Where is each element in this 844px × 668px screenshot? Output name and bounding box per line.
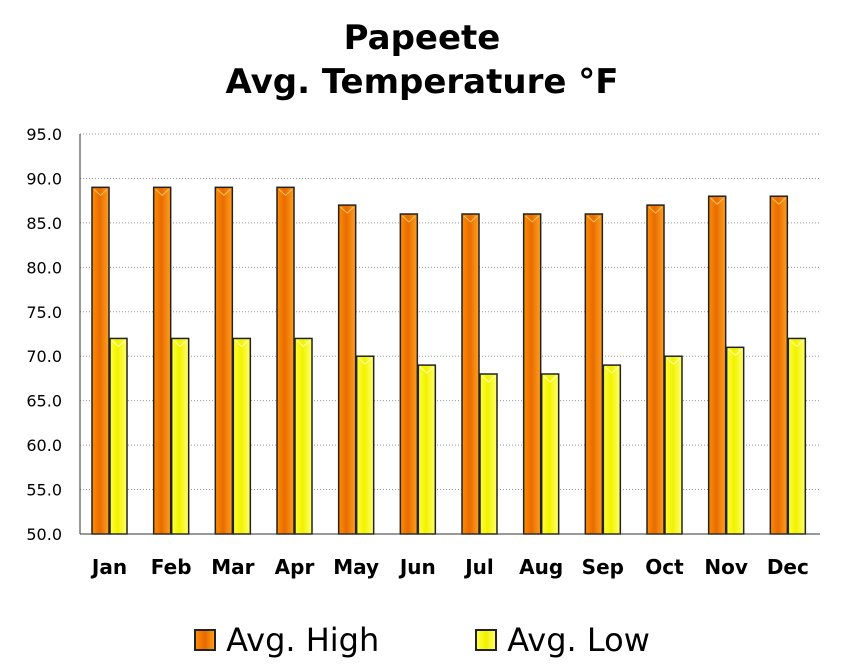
bar-avg-low	[170, 337, 190, 535]
bar-cap-highlight	[666, 357, 681, 365]
y-tick-label: 50.0	[26, 525, 62, 544]
bar-cap-highlight	[789, 340, 804, 348]
bar-avg-high	[214, 186, 234, 535]
legend-label-high: Avg. High	[226, 621, 380, 659]
bar-cap-highlight	[604, 366, 619, 374]
x-tick-label: Jul	[463, 555, 494, 579]
x-tick-label: Apr	[275, 555, 315, 579]
bar-cap-highlight	[358, 357, 373, 365]
y-tick-label: 55.0	[26, 481, 62, 500]
bar-avg-high	[707, 195, 727, 535]
y-axis-ticks: 50.0 55.0 60.0 65.0 70.0 75.0 80.0 85.0 90.0 95.0	[26, 125, 62, 544]
bar-avg-low	[355, 355, 375, 535]
bar-avg-low	[479, 373, 498, 535]
bar-cap-highlight	[586, 215, 601, 223]
chart-title-line-2: Avg. Temperature °F	[225, 62, 619, 102]
bar-avg-high	[91, 186, 110, 535]
bar-cap-highlight	[419, 366, 434, 374]
bar-avg-high	[276, 186, 295, 535]
legend: Avg. High Avg. Low	[0, 618, 844, 662]
legend-swatch-high	[194, 629, 217, 651]
bar-avg-low	[109, 337, 128, 535]
legend-item-low: Avg. Low	[475, 621, 650, 659]
bar-cap-highlight	[216, 188, 231, 197]
x-axis-ticks: Jan Feb Mar Apr May Jun Jul Aug Sep Oct Nov Dec	[90, 555, 809, 579]
bar-cap-highlight	[728, 348, 743, 357]
bar-cap-highlight	[543, 375, 558, 383]
bar-avg-low	[602, 364, 622, 535]
bar-avg-high	[522, 213, 542, 535]
x-tick-label: Feb	[151, 555, 192, 579]
legend-label-low: Avg. Low	[507, 621, 650, 659]
bar-cap-highlight	[173, 340, 188, 348]
bar-chart: 50.0 55.0 60.0 65.0 70.0 75.0 80.0 85.0 90.0 95.0…	[26, 125, 820, 579]
x-tick-label: Jun	[398, 555, 436, 579]
x-tick-label: Sep	[582, 555, 624, 579]
y-tick-label: 65.0	[26, 392, 62, 411]
x-tick-label: May	[333, 555, 379, 579]
bar-cap-highlight	[340, 206, 355, 214]
bar-avg-low	[540, 373, 560, 535]
gridlines	[80, 133, 820, 491]
bar-avg-high	[584, 213, 604, 535]
bar-cap-highlight	[278, 188, 293, 197]
y-tick-label: 95.0	[26, 125, 62, 144]
bar-cap-highlight	[234, 340, 249, 348]
bar-cap-highlight	[463, 215, 478, 223]
bar-avg-low	[232, 337, 252, 535]
bar-cap-highlight	[401, 215, 416, 223]
bar-cap-highlight	[710, 197, 725, 205]
y-tick-label: 60.0	[26, 436, 62, 455]
bar-avg-high	[461, 213, 480, 535]
y-tick-label: 90.0	[26, 169, 62, 188]
y-tick-label: 80.0	[26, 258, 62, 277]
legend-item-high: Avg. High	[194, 621, 379, 659]
x-tick-label: Oct	[645, 555, 684, 579]
chart-title: Papeete Avg. Temperature °F	[0, 16, 844, 104]
x-tick-label: Nov	[704, 555, 748, 579]
y-tick-label: 70.0	[26, 347, 62, 366]
bar-avg-low	[664, 355, 683, 535]
x-tick-label: Dec	[767, 555, 809, 579]
y-tick-label: 75.0	[26, 303, 62, 322]
bar-cap-highlight	[771, 197, 786, 205]
x-tick-label: Mar	[211, 555, 254, 579]
bar-avg-high	[646, 204, 665, 535]
bar-avg-high	[769, 195, 789, 535]
bar-cap-highlight	[93, 188, 108, 197]
bar-avg-high	[399, 213, 419, 535]
bar-cap-highlight	[648, 206, 663, 214]
y-tick-label: 85.0	[26, 214, 62, 233]
chart-title-line-1: Papeete	[343, 18, 501, 58]
legend-swatch-low	[475, 629, 498, 651]
bar-avg-low	[417, 364, 437, 535]
bar-cap-highlight	[296, 340, 311, 348]
bar-avg-low	[725, 346, 745, 535]
x-tick-label: Aug	[519, 555, 563, 579]
bars	[91, 186, 807, 535]
bar-avg-low	[787, 337, 807, 535]
bar-cap-highlight	[525, 215, 540, 223]
bar-avg-low	[294, 337, 313, 535]
bar-cap-highlight	[111, 340, 126, 348]
bar-avg-high	[337, 204, 357, 535]
x-tick-label: Jan	[90, 555, 127, 579]
bar-cap-highlight	[155, 188, 170, 197]
bar-cap-highlight	[481, 375, 496, 383]
bar-avg-high	[152, 186, 172, 535]
